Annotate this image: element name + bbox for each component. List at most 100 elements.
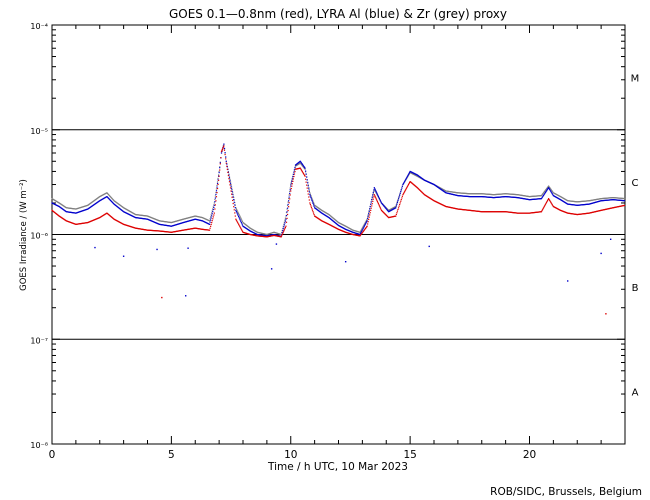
data-point	[210, 217, 212, 219]
data-point	[313, 203, 315, 205]
data-point	[544, 192, 546, 194]
data-point	[224, 152, 226, 154]
data-point	[219, 166, 221, 168]
data-point	[289, 194, 291, 196]
credit-text: ROB/SIDC, Brussels, Belgium	[490, 486, 642, 498]
data-point	[361, 230, 363, 232]
data-point	[236, 210, 239, 212]
data-point	[307, 185, 309, 187]
data-point	[214, 198, 216, 201]
data-point	[546, 189, 548, 191]
data-point	[380, 201, 382, 203]
data-point	[623, 197, 626, 200]
data-point	[552, 191, 554, 193]
data-point	[547, 198, 549, 201]
data-point	[400, 200, 402, 202]
data-point	[548, 198, 550, 201]
data-point	[227, 174, 230, 177]
data-point	[235, 208, 237, 210]
data-point	[283, 226, 285, 228]
data-point	[549, 189, 551, 191]
data-point	[396, 212, 398, 214]
data-point	[291, 185, 293, 187]
data-point	[544, 189, 547, 191]
data-point	[386, 209, 388, 211]
data-point	[359, 235, 361, 237]
data-point	[364, 221, 367, 223]
data-point	[544, 190, 546, 192]
data-point	[286, 213, 289, 216]
data-point	[541, 197, 543, 199]
data-point	[306, 179, 308, 181]
outlier-point	[161, 296, 163, 299]
data-point	[288, 206, 290, 208]
data-series	[51, 144, 626, 236]
data-point	[213, 204, 215, 206]
data-point	[233, 209, 235, 211]
data-point	[399, 203, 401, 206]
data-point	[214, 208, 216, 210]
data-point	[289, 187, 291, 189]
data-point	[227, 171, 230, 173]
data-point	[401, 185, 404, 187]
data-point	[309, 195, 311, 197]
data-point	[400, 189, 402, 191]
data-point	[211, 210, 213, 212]
data-point	[363, 225, 365, 227]
data-point	[361, 232, 363, 234]
data-point	[546, 199, 549, 202]
data-point	[402, 183, 404, 186]
data-point	[284, 227, 286, 230]
data-point	[359, 234, 362, 236]
data-point	[217, 174, 220, 176]
data-point	[282, 232, 284, 234]
data-point	[378, 204, 380, 206]
data-point	[397, 198, 400, 200]
data-point	[236, 221, 239, 223]
data-point	[229, 181, 232, 183]
data-point	[359, 230, 362, 232]
data-point	[307, 184, 309, 186]
data-point	[397, 208, 399, 211]
data-point	[306, 184, 308, 186]
data-point	[547, 187, 549, 190]
data-point	[286, 211, 288, 213]
data-point	[373, 189, 375, 191]
data-point	[283, 223, 285, 225]
data-point	[363, 226, 365, 228]
data-point	[303, 166, 306, 168]
data-point	[239, 218, 241, 220]
data-point	[542, 192, 544, 195]
data-point	[311, 197, 313, 199]
data-point	[227, 171, 229, 174]
data-point	[543, 193, 546, 195]
data-point	[223, 147, 226, 149]
data-point	[550, 189, 552, 191]
data-point	[216, 192, 218, 194]
data-point	[369, 212, 371, 214]
outlier-point	[270, 268, 273, 270]
data-point	[229, 187, 232, 189]
data-point	[223, 149, 226, 151]
data-point	[399, 192, 401, 195]
data-point	[292, 178, 294, 180]
data-point	[237, 222, 239, 224]
data-point	[285, 225, 287, 227]
data-point	[237, 223, 240, 225]
data-point	[542, 194, 545, 197]
data-point	[302, 165, 305, 167]
y-tick-label: 10⁻⁸	[30, 441, 48, 450]
data-point	[550, 190, 552, 192]
data-point	[222, 146, 225, 148]
data-point	[398, 196, 400, 198]
x-tick-label: 20	[523, 449, 536, 461]
data-point	[371, 198, 373, 201]
data-point	[397, 207, 400, 209]
data-point	[367, 215, 369, 217]
data-point	[282, 228, 284, 230]
data-point	[303, 173, 305, 176]
data-point	[220, 150, 223, 153]
data-point	[233, 206, 235, 208]
data-point	[377, 203, 380, 205]
outlier-point	[428, 245, 430, 248]
